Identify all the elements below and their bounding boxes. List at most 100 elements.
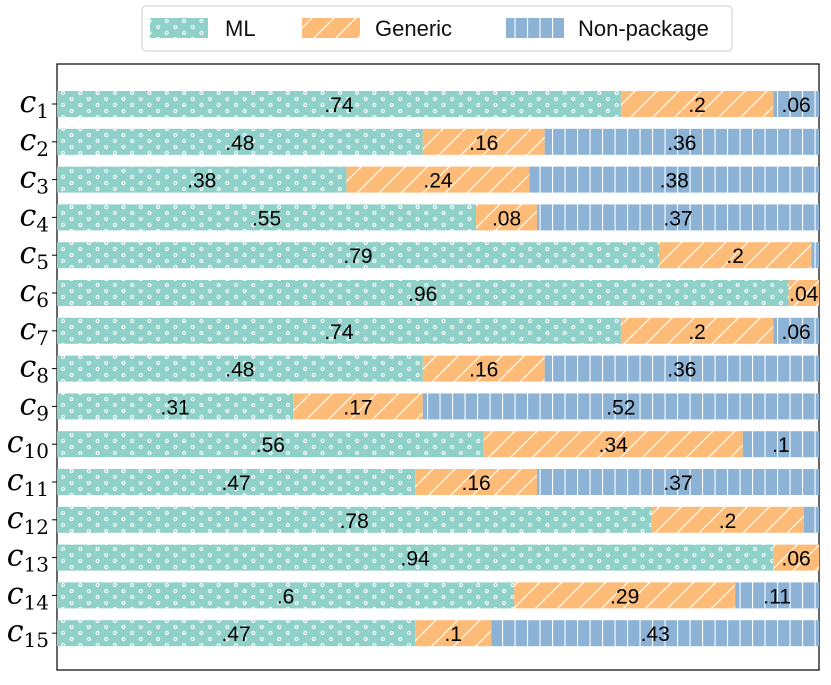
data-label-c8-generic: .16 [469, 359, 498, 382]
data-label-c12-generic: .2 [719, 510, 737, 533]
data-label-c11-non-package: .37 [663, 472, 692, 495]
bar-c7-ml [57, 317, 621, 344]
bar-c3-ml [57, 166, 347, 193]
bar-c9-non-package [422, 393, 819, 420]
bar-c12-generic [651, 506, 804, 533]
bar-c6-ml [57, 280, 789, 306]
bar-c5-generic [658, 242, 812, 269]
bar-c9-ml [57, 393, 294, 420]
legend-swatch-non-package [506, 18, 564, 38]
legend-item-generic: Generic [302, 16, 452, 41]
legend-item-ml: ML [150, 16, 256, 41]
data-label-c5-ml: .79 [343, 245, 372, 268]
bar-c15-ml [57, 620, 416, 647]
data-label-c7-generic: .2 [688, 321, 706, 344]
data-label-c5-generic: .2 [726, 245, 744, 268]
data-label-c15-ml: .47 [221, 623, 250, 646]
data-label-c14-non-package: .11 [763, 585, 791, 608]
legend-item-non-package: Non-package [506, 16, 709, 41]
bar-c7-generic [620, 317, 774, 344]
bar-c8-generic [422, 355, 545, 382]
data-label-c1-ml: .74 [324, 94, 354, 117]
data-label-c10-generic: .34 [599, 434, 629, 457]
y-tick-label-c8: c8 [19, 350, 49, 388]
legend-label-ml: ML [225, 16, 256, 41]
bar-c8-non-package [544, 355, 819, 382]
data-label-c13-generic: .06 [782, 548, 811, 571]
data-label-c9-ml: .31 [161, 396, 190, 419]
data-label-c8-ml: .48 [225, 359, 254, 382]
legend-label-generic: Generic [375, 16, 452, 41]
legend-frame [141, 5, 733, 52]
y-tick-label-c12: c12 [7, 501, 49, 539]
legend: ML Generic Non-package [141, 5, 733, 52]
data-label-c10-ml: .56 [256, 434, 285, 457]
bar-c13-ml [57, 544, 774, 571]
y-tick-label-c15: c15 [7, 614, 49, 652]
data-label-c1-non-package: .06 [782, 94, 811, 117]
bar-c15-generic [415, 620, 492, 647]
bar-c5-ml [57, 242, 659, 269]
y-tick-label-c10: c10 [7, 425, 49, 463]
data-label-c14-ml: .6 [277, 585, 295, 608]
legend-swatch-generic [302, 18, 360, 38]
y-tick-label-c1: c1 [19, 85, 49, 123]
bar-c14-ml [57, 582, 515, 609]
y-tick-label-c2: c2 [19, 123, 49, 161]
data-label-c11-generic: .16 [461, 472, 490, 495]
bar-c14-non-package [735, 582, 819, 609]
bar-c2-non-package [544, 128, 819, 155]
bar-c8-ml [57, 355, 423, 382]
bar-c15-non-package [491, 620, 819, 647]
bar-c13-generic [773, 544, 819, 571]
bar-c14-generic [514, 582, 736, 609]
bar-c9-generic [293, 393, 423, 420]
data-label-c15-non-package: .43 [641, 623, 670, 646]
bar-c12-ml [57, 506, 652, 533]
data-label-c7-non-package: .06 [782, 321, 811, 344]
data-label-c8-non-package: .36 [667, 359, 696, 382]
y-tick-label-c14: c14 [7, 576, 49, 614]
bar-c10-non-package [742, 431, 819, 458]
y-tick-label-c5: c5 [19, 236, 49, 274]
bar-c7-non-package [773, 317, 819, 344]
bar-c1-non-package [773, 91, 819, 117]
data-label-c2-ml: .48 [225, 132, 254, 155]
bar-c3-generic [346, 166, 530, 193]
data-label-c3-ml: .38 [187, 170, 216, 193]
bar-c1-generic [620, 91, 774, 117]
data-label-c6-generic: .04 [789, 283, 819, 306]
y-tick-label-c4: c4 [19, 198, 49, 236]
bar-c6-generic [788, 280, 819, 306]
bar-c4-ml [57, 204, 477, 231]
data-label-c3-non-package: .38 [660, 170, 689, 193]
bar-c10-generic [483, 431, 743, 458]
bar-c1-ml [57, 91, 621, 117]
bar-c10-ml [57, 431, 484, 458]
data-label-c1-generic: .2 [688, 94, 706, 117]
y-tick-label-c7: c7 [19, 312, 49, 350]
bar-c11-generic [415, 469, 538, 495]
data-label-c10-non-package: .1 [772, 434, 790, 457]
data-label-c2-generic: .16 [469, 132, 498, 155]
data-label-c13-ml: .94 [401, 548, 431, 571]
bar-c12-non-package [803, 506, 819, 533]
y-tick-label-c3: c3 [19, 161, 49, 199]
data-label-c2-non-package: .36 [667, 132, 696, 155]
bars-layer: .74 .2 .06 .48 .16 .36 .38 .24 .38 .55 .08 .37 .79 .2… [57, 91, 819, 647]
bar-c11-non-package [537, 469, 819, 495]
bar-c3-non-package [529, 166, 819, 193]
data-label-c14-generic: .29 [610, 585, 639, 608]
bar-c5-non-package [811, 242, 819, 269]
legend-swatch-ml [150, 18, 208, 38]
data-label-c4-ml: .55 [252, 207, 281, 230]
y-tick-label-c11: c11 [7, 463, 49, 501]
bar-c2-ml [57, 128, 423, 155]
data-label-c4-non-package: .37 [663, 207, 692, 230]
data-label-c11-ml: .47 [221, 472, 250, 495]
bar-c11-ml [57, 469, 416, 495]
bar-c4-generic [476, 204, 538, 231]
y-tick-label-c6: c6 [19, 274, 49, 312]
data-label-c9-generic: .17 [343, 396, 372, 419]
